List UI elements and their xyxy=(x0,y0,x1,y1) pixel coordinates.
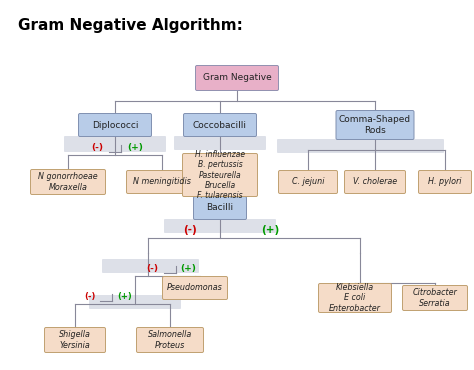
Text: (-): (-) xyxy=(146,264,158,273)
FancyBboxPatch shape xyxy=(279,171,337,194)
Text: Gram Negative Algorithm:: Gram Negative Algorithm: xyxy=(18,18,243,33)
Text: Shigella
Yersinia: Shigella Yersinia xyxy=(59,330,91,350)
Text: C. jejuni: C. jejuni xyxy=(292,178,324,186)
Text: Citrobacter
Serratia: Citrobacter Serratia xyxy=(413,288,457,308)
FancyBboxPatch shape xyxy=(174,136,266,150)
Text: (-): (-) xyxy=(183,225,197,235)
Text: V. cholerae: V. cholerae xyxy=(353,178,397,186)
FancyBboxPatch shape xyxy=(64,136,166,152)
Text: Bacilli: Bacilli xyxy=(207,204,234,212)
Text: Coccobacilli: Coccobacilli xyxy=(193,121,247,130)
Text: Comma-Shaped
Rods: Comma-Shaped Rods xyxy=(339,115,411,135)
FancyBboxPatch shape xyxy=(164,219,276,233)
Text: H. pylori: H. pylori xyxy=(428,178,462,186)
Text: Gram Negative: Gram Negative xyxy=(202,74,272,83)
FancyBboxPatch shape xyxy=(402,286,467,310)
Text: Klebsiella
E coli
Enterobacter: Klebsiella E coli Enterobacter xyxy=(329,283,381,313)
Text: N gonorrhoeae
Moraxella: N gonorrhoeae Moraxella xyxy=(38,172,98,192)
FancyBboxPatch shape xyxy=(277,139,444,153)
FancyBboxPatch shape xyxy=(137,327,203,353)
Text: (+): (+) xyxy=(127,143,143,152)
Text: (+): (+) xyxy=(261,225,279,235)
FancyBboxPatch shape xyxy=(127,171,198,194)
FancyBboxPatch shape xyxy=(163,276,228,299)
FancyBboxPatch shape xyxy=(30,169,106,195)
FancyBboxPatch shape xyxy=(79,114,152,137)
FancyBboxPatch shape xyxy=(102,259,199,273)
FancyBboxPatch shape xyxy=(336,111,414,139)
FancyBboxPatch shape xyxy=(319,283,392,313)
Text: H. influenzae
B. pertussis
Pasteurella
Brucella
F. tularensis: H. influenzae B. pertussis Pasteurella B… xyxy=(195,150,245,200)
FancyBboxPatch shape xyxy=(345,171,405,194)
FancyBboxPatch shape xyxy=(89,295,181,309)
Text: (+): (+) xyxy=(180,264,196,273)
Text: (+): (+) xyxy=(118,292,132,301)
FancyBboxPatch shape xyxy=(182,154,257,196)
FancyBboxPatch shape xyxy=(419,171,472,194)
FancyBboxPatch shape xyxy=(195,65,279,91)
FancyBboxPatch shape xyxy=(193,196,246,219)
Text: Salmonella
Proteus: Salmonella Proteus xyxy=(148,330,192,350)
FancyBboxPatch shape xyxy=(183,114,256,137)
Text: (-): (-) xyxy=(91,143,103,152)
Text: Diplococci: Diplococci xyxy=(92,121,138,130)
Text: (-): (-) xyxy=(84,292,96,301)
Text: Pseudomonas: Pseudomonas xyxy=(167,283,223,293)
Text: N meningitidis: N meningitidis xyxy=(133,178,191,186)
FancyBboxPatch shape xyxy=(45,327,106,353)
